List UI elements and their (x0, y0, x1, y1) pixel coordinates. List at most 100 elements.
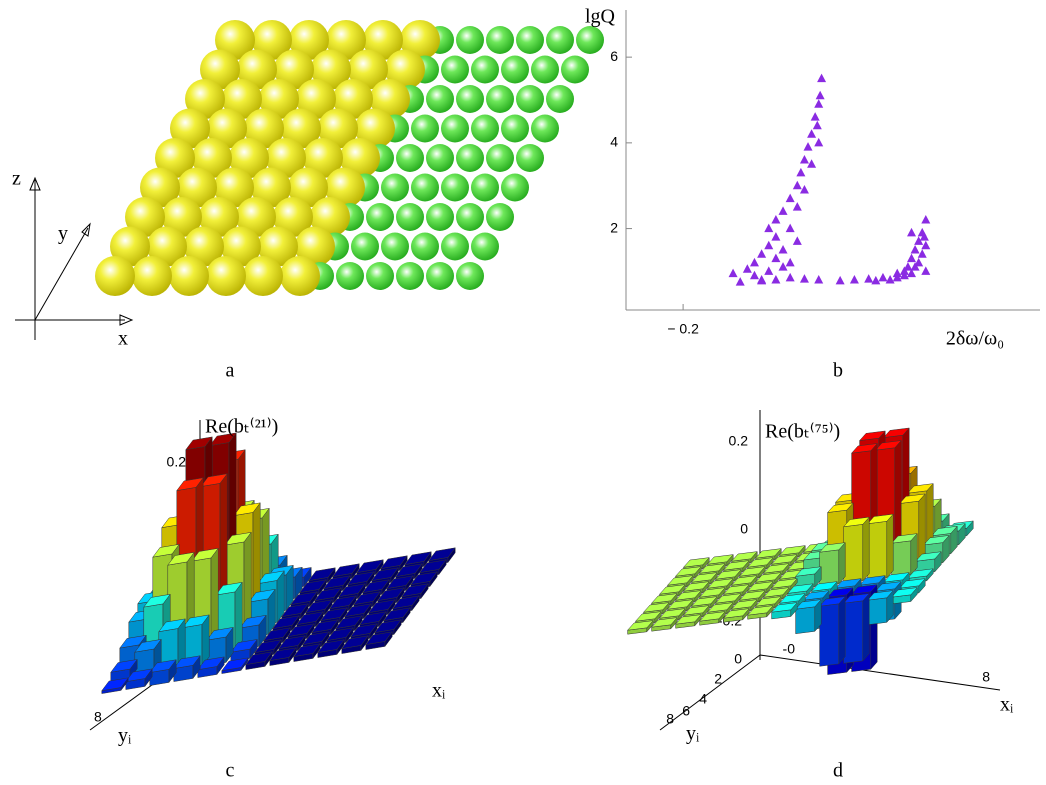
marker (749, 270, 759, 280)
tick-label: 6 (682, 703, 690, 719)
marker (785, 223, 795, 233)
bar-face (134, 639, 162, 653)
sphere (441, 55, 469, 84)
bar-face (185, 436, 213, 451)
bar-face (850, 584, 878, 595)
sphere (336, 262, 364, 290)
marker (778, 262, 788, 271)
bar-face (269, 647, 297, 661)
bar-face (770, 578, 798, 589)
z-label: Re(bₜ⁽⁷⁵⁾) (765, 421, 840, 443)
bar-face (762, 563, 790, 574)
bar-face (359, 611, 387, 625)
marker (892, 272, 902, 282)
marker (921, 215, 931, 224)
bar-face (706, 602, 734, 613)
marker (807, 159, 817, 168)
marker (907, 268, 917, 278)
sphere (110, 226, 150, 267)
sphere (516, 85, 544, 113)
bar-face (341, 635, 369, 649)
bar-face (320, 607, 348, 621)
bar-face (746, 581, 774, 592)
sphere (471, 232, 499, 261)
bar-face (356, 559, 384, 573)
bar-face (152, 543, 180, 558)
bar-face (866, 590, 894, 601)
marker (899, 270, 909, 280)
bar-face (371, 567, 399, 581)
sphere (411, 114, 439, 143)
sphere (207, 108, 247, 149)
marker (815, 90, 825, 100)
sphere (501, 55, 529, 84)
axis-label: z (12, 168, 21, 190)
bar-face (826, 502, 854, 513)
bar-face (305, 599, 333, 613)
bar-face (890, 587, 918, 598)
bar-face (746, 557, 774, 568)
sphere (426, 85, 454, 113)
marker (817, 73, 827, 83)
bar-face (674, 566, 702, 577)
sphere (266, 138, 306, 178)
sphere (221, 226, 261, 267)
bar-face (419, 559, 447, 573)
sphere (456, 262, 484, 290)
marker (921, 240, 931, 250)
bar-face (886, 513, 894, 579)
axis-label: y (58, 223, 68, 245)
marker (735, 277, 745, 286)
bar-face (834, 578, 862, 589)
bar-face (843, 600, 864, 664)
bar-face (428, 547, 456, 561)
sphere (471, 173, 499, 202)
tick-label: -0 (783, 641, 796, 657)
sphere (288, 167, 328, 208)
sphere (396, 262, 424, 290)
bar-face (746, 605, 774, 616)
marker (914, 236, 924, 245)
marker (910, 245, 920, 254)
sphere (351, 232, 379, 261)
sphere (132, 256, 172, 296)
bar-face (167, 551, 195, 566)
marker (785, 257, 795, 267)
bar-face (778, 545, 806, 556)
sphere (177, 167, 217, 208)
marker (864, 274, 874, 283)
bar-face (867, 521, 888, 581)
bar-face (795, 606, 816, 635)
marker (796, 167, 806, 177)
bar-face (332, 563, 360, 577)
bar-face (674, 614, 702, 625)
sphere (381, 232, 409, 261)
marker (742, 264, 752, 273)
sphere (385, 49, 425, 90)
bar-face (930, 525, 958, 537)
sphere (325, 167, 365, 208)
marker (914, 257, 924, 267)
marker (907, 253, 917, 263)
bar3d-c (89, 420, 456, 731)
bar3d-d: 0.20-0.202468-08 (626, 410, 1001, 731)
x-label: xᵢ (1000, 694, 1014, 716)
bar-face (891, 540, 912, 578)
bar-face (874, 440, 902, 451)
bar-face (706, 554, 734, 565)
bar-face (850, 443, 878, 454)
sphere (441, 232, 469, 261)
sphere (229, 138, 269, 178)
marker (728, 268, 738, 278)
bar-face (344, 603, 372, 617)
bar-face (738, 590, 766, 601)
sphere (273, 197, 313, 237)
marker (885, 275, 895, 284)
bar-face (698, 587, 726, 598)
bar-face (842, 593, 870, 604)
sphere (281, 108, 321, 149)
bar-face (826, 587, 854, 598)
bar-face (272, 615, 300, 629)
bar-face (922, 535, 950, 546)
